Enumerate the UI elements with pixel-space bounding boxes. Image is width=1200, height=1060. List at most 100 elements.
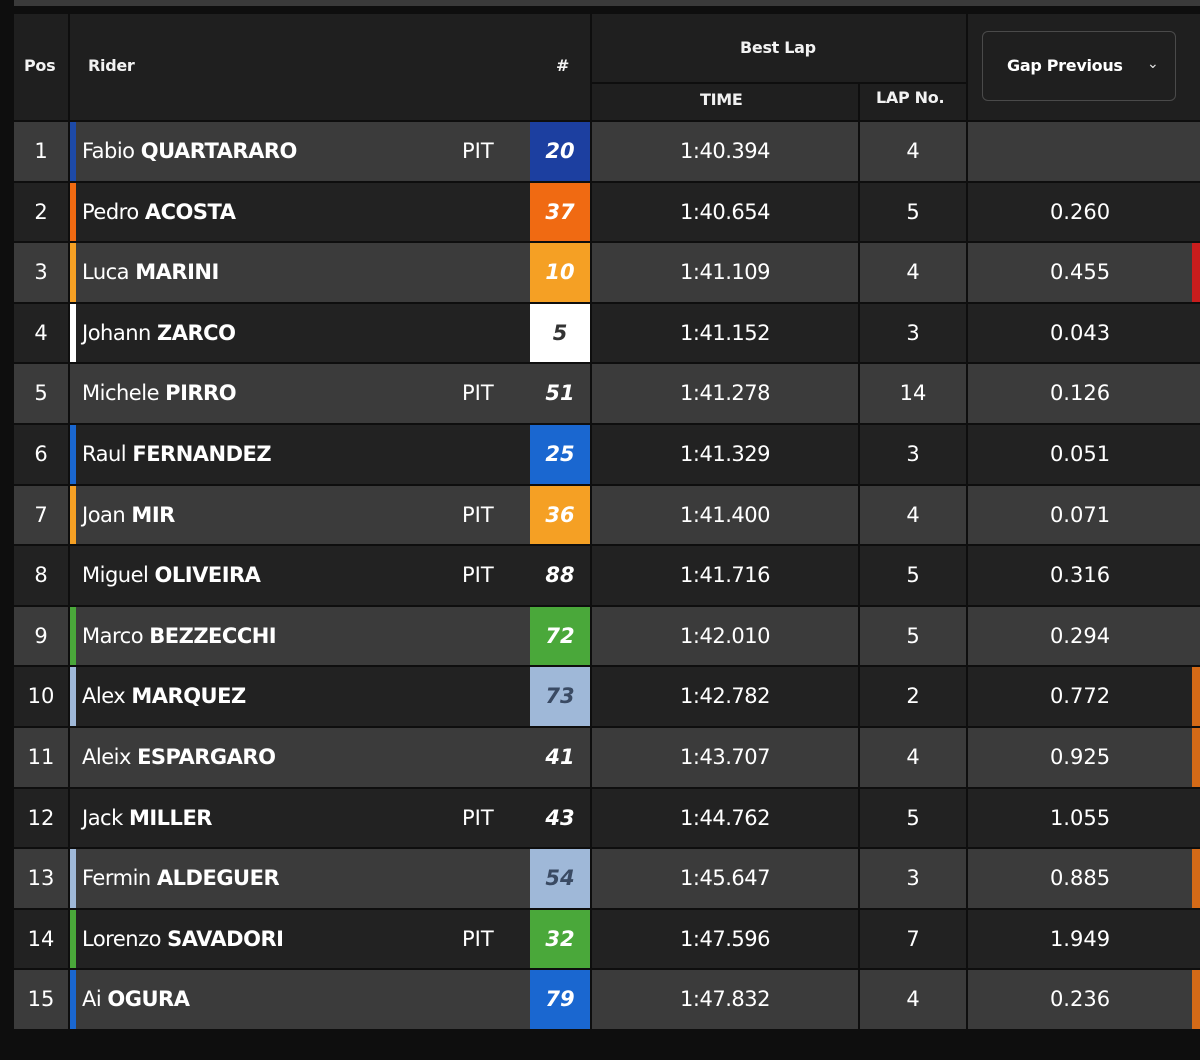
best-lap-time: 1:47.832 xyxy=(592,970,860,1029)
rider-name: Fermin ALDEGUER xyxy=(82,849,280,907)
gap-previous: 0.043 xyxy=(1049,320,1111,345)
row-edge-indicator xyxy=(1192,364,1200,423)
rider-name: Raul FERNANDEZ xyxy=(82,425,272,483)
rider-name: Johann ZARCO xyxy=(82,304,236,362)
best-lap-time: 1:44.762 xyxy=(592,788,860,848)
table-row[interactable]: 15 Ai OGURA 79 1:47.832 4 0.236 xyxy=(14,968,1200,1029)
table-row[interactable]: 13 Fermin ALDEGUER 54 1:45.647 3 0.885 xyxy=(14,847,1200,908)
position-cell: 9 xyxy=(14,606,70,666)
rider-name: Miguel OLIVEIRA xyxy=(82,546,261,604)
rider-cell: Jack MILLER PIT xyxy=(70,789,530,848)
table-row[interactable]: 8 Miguel OLIVEIRA PIT 88 1:41.716 5 0.316 xyxy=(14,544,1200,605)
gap-selector-dropdown[interactable]: Gap Previous ⌄ xyxy=(982,31,1176,101)
rider-number-badge: 51 xyxy=(530,364,592,423)
position-cell: 2 xyxy=(14,182,70,242)
rider-first-name: Johann xyxy=(82,320,151,345)
rider-first-name: Fabio xyxy=(82,139,135,163)
rider-cell: Aleix ESPARGARO xyxy=(70,728,530,787)
gap-previous xyxy=(968,122,1192,181)
rider-last-name: MARINI xyxy=(135,260,219,285)
rider-cell: Joan MIR PIT xyxy=(70,485,530,545)
rider-name: Joan MIR xyxy=(82,486,175,544)
best-lap-number: 5 xyxy=(860,788,968,848)
rider-cell: Fermin ALDEGUER xyxy=(70,849,530,908)
row-edge-indicator xyxy=(1192,910,1200,969)
best-lap-number: 3 xyxy=(860,849,968,908)
team-color-bar xyxy=(70,303,76,363)
best-lap-time: 1:41.716 xyxy=(592,546,860,605)
table-row[interactable]: 9 Marco BEZZECCHI 72 1:42.010 5 0.294 xyxy=(14,604,1200,666)
position-cell: 7 xyxy=(14,485,70,545)
rider-first-name: Fermin xyxy=(82,866,151,891)
timing-table: Pos Rider # Best Lap TIME LAP No. Gap Pr… xyxy=(14,14,1200,1029)
team-color-bar xyxy=(70,789,76,848)
rider-cell: Luca MARINI xyxy=(70,243,530,302)
row-edge-indicator xyxy=(1192,304,1200,363)
header-rider: Rider # xyxy=(70,14,592,120)
rider-number-badge: 36 xyxy=(530,485,592,545)
gap-previous: 0.236 xyxy=(1049,987,1111,1012)
gap-previous: 1.055 xyxy=(1049,805,1111,830)
rider-name: Ai OGURA xyxy=(82,970,190,1028)
rider-number-badge: 73 xyxy=(530,667,592,726)
rider-name: Alex MARQUEZ xyxy=(82,667,246,725)
rider-name: Jack MILLER xyxy=(82,789,212,847)
table-header: Pos Rider # Best Lap TIME LAP No. Gap Pr… xyxy=(14,14,1200,120)
position-cell: 1 xyxy=(14,122,70,181)
team-color-bar xyxy=(70,364,76,423)
header-lap-no-label: LAP No. xyxy=(876,88,945,107)
header-lap-no: LAP No. xyxy=(860,84,968,120)
header-number-label: # xyxy=(556,56,570,75)
position-cell: 11 xyxy=(14,727,70,787)
table-row[interactable]: 11 Aleix ESPARGARO 41 1:43.707 4 0.925 xyxy=(14,725,1200,787)
header-time: TIME xyxy=(592,84,860,120)
best-lap-number: 4 xyxy=(860,485,968,545)
table-row[interactable]: 6 Raul FERNANDEZ 25 1:41.329 3 0.051 xyxy=(14,422,1200,484)
gap-selector-label: Gap Previous xyxy=(1007,56,1123,75)
rider-first-name: Jack xyxy=(82,805,123,830)
table-row[interactable]: 5 Michele PIRRO PIT 51 1:41.278 14 0.126 xyxy=(14,362,1200,423)
best-lap-time: 1:41.152 xyxy=(592,303,860,363)
gap-previous: 0.316 xyxy=(1049,563,1111,588)
pit-status: PIT xyxy=(462,563,494,588)
best-lap-number: 4 xyxy=(860,970,968,1029)
rider-cell: Raul FERNANDEZ xyxy=(70,424,530,484)
best-lap-time: 1:41.109 xyxy=(592,243,860,302)
row-edge-indicator xyxy=(1192,243,1200,302)
table-row[interactable]: 4 Johann ZARCO 5 1:41.152 3 0.043 xyxy=(14,301,1200,363)
best-lap-number: 3 xyxy=(860,424,968,484)
best-lap-time: 1:40.394 xyxy=(592,122,860,181)
table-row[interactable]: 1 Fabio QUARTARARO PIT 20 1:40.394 4 xyxy=(14,120,1200,181)
pit-status: PIT xyxy=(462,926,494,951)
header-gap: Gap Previous ⌄ xyxy=(968,14,1200,120)
team-color-bar xyxy=(70,849,76,908)
best-lap-number: 7 xyxy=(860,909,968,969)
best-lap-time: 1:41.329 xyxy=(592,424,860,484)
row-edge-indicator xyxy=(1192,122,1200,181)
rider-number-badge: 10 xyxy=(530,243,592,302)
row-edge-indicator xyxy=(1192,727,1200,787)
team-color-bar xyxy=(70,728,76,787)
table-row[interactable]: 3 Luca MARINI 10 1:41.109 4 0.455 xyxy=(14,241,1200,302)
table-row[interactable]: 12 Jack MILLER PIT 43 1:44.762 5 1.055 xyxy=(14,786,1200,848)
gap-previous: 0.126 xyxy=(1049,381,1111,406)
gap-previous: 0.772 xyxy=(1049,684,1111,709)
best-lap-time: 1:42.010 xyxy=(592,606,860,666)
table-row[interactable]: 14 Lorenzo SAVADORI PIT 32 1:47.596 7 1.949 xyxy=(14,907,1200,969)
rider-first-name: Joan xyxy=(82,502,126,527)
best-lap-number: 14 xyxy=(860,364,968,423)
position-cell: 10 xyxy=(14,667,70,726)
pit-status: PIT xyxy=(462,139,494,163)
rider-name: Marco BEZZECCHI xyxy=(82,607,277,665)
rider-last-name: OLIVEIRA xyxy=(154,563,261,588)
table-row[interactable]: 10 Alex MARQUEZ 73 1:42.782 2 0.772 xyxy=(14,665,1200,726)
table-row[interactable]: 7 Joan MIR PIT 36 1:41.400 4 0.071 xyxy=(14,483,1200,545)
row-edge-indicator xyxy=(1192,607,1200,666)
team-color-bar xyxy=(70,485,76,545)
gap-previous: 0.294 xyxy=(1049,623,1111,648)
position-cell: 15 xyxy=(14,970,70,1029)
rider-name: Aleix ESPARGARO xyxy=(82,728,276,786)
table-row[interactable]: 2 Pedro ACOSTA 37 1:40.654 5 0.260 xyxy=(14,180,1200,242)
top-divider xyxy=(14,0,1200,6)
team-color-bar xyxy=(70,909,76,969)
